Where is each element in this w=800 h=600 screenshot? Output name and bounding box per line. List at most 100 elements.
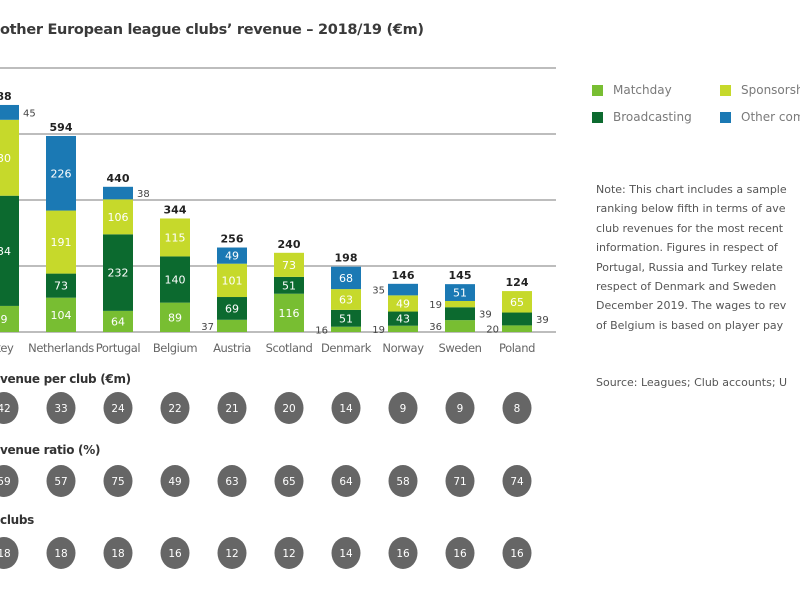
bar-segment-matchday — [331, 326, 361, 332]
category-label: Norway — [382, 341, 424, 355]
segment-label-matchday: 104 — [51, 309, 72, 322]
bar-segment-broadcasting — [388, 311, 418, 326]
bar-segment-matchday — [445, 320, 475, 332]
stat-value: 12 — [282, 548, 295, 560]
stat-circle — [331, 392, 361, 424]
stat-value: 24 — [111, 403, 125, 415]
stat-circle — [160, 465, 190, 497]
stat-circle — [445, 537, 475, 569]
legend-label: Sponsorsh — [741, 83, 800, 97]
category-label: Austria — [213, 341, 251, 355]
segment-label-broadcasting: 140 — [165, 274, 186, 287]
stat-circle — [445, 465, 475, 497]
segment-label-broadcasting: 69 — [225, 302, 239, 315]
stat-value: 59 — [0, 476, 11, 488]
category-label: Scotland — [266, 341, 313, 355]
segment-label-sponsorship: 101 — [222, 274, 243, 287]
stat-circle — [46, 465, 76, 497]
stat-value: 8 — [514, 403, 521, 415]
segment-label-sponsorship: 19 — [429, 300, 442, 311]
stat-value: 74 — [510, 476, 524, 488]
segment-label-broadcasting: 73 — [54, 280, 68, 293]
stat-circle — [46, 537, 76, 569]
stat-value: 14 — [339, 548, 353, 560]
stat-circle — [388, 392, 418, 424]
stat-value: 42 — [0, 403, 11, 415]
segment-label-broadcasting: 232 — [108, 267, 129, 280]
segment-label-broadcasting: 39 — [479, 310, 492, 321]
legend-swatch-broadcasting — [592, 111, 603, 123]
stat-circle — [388, 465, 418, 497]
note-line: information. Figures in respect of — [596, 241, 778, 255]
bar-segment-other — [103, 186, 133, 200]
segment-label-broadcasting: 39 — [536, 315, 549, 326]
legend-label: Matchday — [613, 83, 672, 97]
stat-circle — [331, 537, 361, 569]
category-label: Denmark — [321, 341, 372, 355]
segment-label-matchday: 20 — [486, 325, 499, 336]
segment-label-broadcasting: 43 — [396, 313, 410, 326]
bar-segment-other — [0, 104, 19, 120]
legend-item-broadcasting: Broadcasting — [592, 110, 692, 124]
total-label: 145 — [449, 269, 472, 282]
stat-circle — [217, 392, 247, 424]
segment-label-sponsorship: 73 — [282, 259, 296, 272]
stat-value: 49 — [168, 476, 181, 488]
category-label: Sweden — [438, 341, 481, 355]
note-line: December 2019. The wages to rev — [596, 299, 787, 313]
stat-circle — [103, 392, 133, 424]
stat-circle — [502, 392, 532, 424]
stat-value: 16 — [396, 548, 410, 560]
stat-value: 18 — [0, 548, 11, 560]
stat-circle — [502, 537, 532, 569]
stat-circle — [274, 537, 304, 569]
segment-label-other: 38 — [137, 189, 150, 200]
segment-label-matchday: 19 — [372, 325, 385, 336]
stat-circle — [160, 537, 190, 569]
stat-circle — [217, 465, 247, 497]
stat-value: 9 — [457, 403, 464, 415]
stat-circle — [274, 392, 304, 424]
bar-segment-broadcasting — [103, 234, 133, 311]
chart-title: other European league clubs’ revenue – 2… — [0, 22, 424, 38]
segment-label-sponsorship: 106 — [108, 211, 129, 224]
stat-circle — [445, 392, 475, 424]
segment-label-matchday: 64 — [111, 315, 125, 328]
segment-label-matchday: 16 — [315, 325, 328, 336]
stat-circle — [502, 465, 532, 497]
bar-segment-broadcasting — [160, 256, 190, 303]
stat-circle — [103, 465, 133, 497]
stat-value: 16 — [168, 548, 182, 560]
bar-segment-matchday — [46, 297, 76, 332]
bar-segment-matchday — [217, 319, 247, 332]
stat-value: 18 — [111, 548, 124, 560]
stat-value: 20 — [282, 403, 295, 415]
segment-label-other: 45 — [23, 108, 36, 119]
legend-swatch-matchday — [592, 84, 603, 96]
stat-circle — [331, 465, 361, 497]
stat-value: 21 — [225, 403, 238, 415]
bar-segment-sponsorship — [160, 218, 190, 257]
category-label: Belgium — [153, 341, 198, 355]
row-label-revenue-per-club: venue per club (€m) — [0, 372, 131, 386]
stat-circle — [388, 537, 418, 569]
stat-circle — [46, 392, 76, 424]
legend-item-other: Other com — [720, 110, 800, 124]
note-line: Portugal, Russia and Turkey relate — [596, 260, 783, 274]
chart-note: Note: This chart includes a sample ranki… — [596, 180, 800, 335]
legend-swatch-sponsorship — [720, 84, 731, 96]
segment-label-other: 68 — [339, 272, 353, 285]
legend-swatch-other — [720, 111, 731, 123]
bar-segment-sponsorship — [388, 295, 418, 312]
legend-label: Broadcasting — [613, 110, 692, 124]
bar-segment-other — [388, 283, 418, 296]
segment-label-sponsorship: 191 — [51, 236, 72, 249]
stat-circle — [160, 392, 190, 424]
note-line: of Belgium is based on player pay — [596, 318, 784, 332]
legend-item-sponsorship: Sponsorsh — [720, 83, 800, 97]
stat-value: 63 — [225, 476, 238, 488]
stat-circle — [103, 537, 133, 569]
stat-value: 71 — [453, 476, 466, 488]
segment-label-other: 35 — [372, 286, 385, 297]
